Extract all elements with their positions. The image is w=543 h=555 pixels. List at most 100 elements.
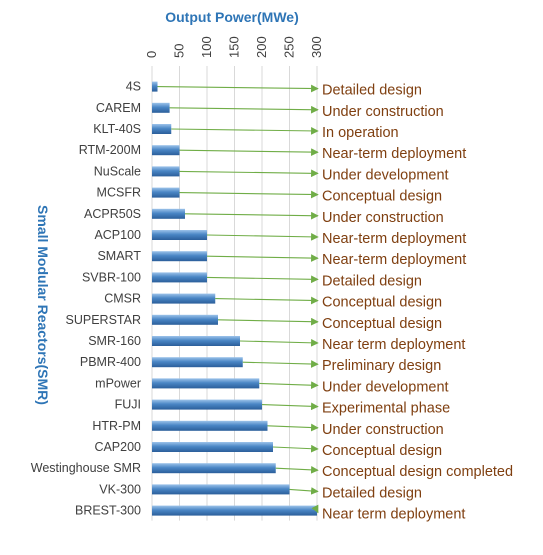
bar-layer bbox=[152, 81, 317, 516]
category-label: 4S bbox=[126, 80, 141, 94]
status-arrow bbox=[267, 423, 319, 432]
category-label: ACPR50S bbox=[84, 207, 141, 221]
status-arrow bbox=[179, 169, 319, 178]
category-label: SMART bbox=[97, 249, 141, 263]
x-tick-label: 0 bbox=[144, 51, 159, 58]
status-label: Under development bbox=[322, 379, 449, 395]
status-arrow bbox=[206, 275, 319, 284]
status-label: Conceptual design completed bbox=[322, 464, 513, 480]
bar bbox=[152, 208, 185, 219]
category-label: CAREM bbox=[96, 101, 141, 115]
status-label: Under construction bbox=[322, 210, 444, 226]
status-label: Preliminary design bbox=[322, 358, 441, 374]
status-arrow bbox=[239, 338, 319, 347]
category-label: ACP100 bbox=[94, 228, 141, 242]
status-label: In operation bbox=[322, 125, 399, 141]
category-label: CMSR bbox=[104, 292, 141, 306]
bar bbox=[152, 484, 290, 495]
status-arrow bbox=[169, 105, 319, 114]
status-label: Under construction bbox=[322, 422, 444, 438]
status-arrow bbox=[184, 211, 319, 220]
status-arrow bbox=[171, 127, 319, 135]
bar bbox=[152, 314, 218, 325]
x-tick-label: 100 bbox=[199, 36, 214, 58]
category-label: RTM-200M bbox=[79, 143, 141, 157]
bar bbox=[152, 505, 317, 516]
status-arrow bbox=[206, 233, 319, 241]
category-label: mPower bbox=[95, 376, 141, 390]
bar bbox=[152, 145, 180, 156]
x-tick-label: 250 bbox=[282, 36, 297, 58]
status-label: Near-term deployment bbox=[322, 252, 466, 268]
bar bbox=[152, 102, 170, 113]
status-arrow bbox=[272, 444, 319, 453]
category-label: BREST-300 bbox=[75, 504, 141, 518]
status-label: Detailed design bbox=[322, 273, 422, 289]
category-label: CAP200 bbox=[94, 440, 141, 454]
category-label: PBMR-400 bbox=[80, 355, 141, 369]
bar bbox=[152, 166, 180, 177]
x-tick-labels: 0 50 100 150 200 250 300 bbox=[144, 36, 324, 58]
x-tick-label: 200 bbox=[254, 36, 269, 58]
status-arrow bbox=[179, 190, 319, 199]
category-label: FUJI bbox=[115, 398, 141, 412]
category-label: SVBR-100 bbox=[82, 270, 141, 284]
status-arrow bbox=[242, 360, 319, 368]
category-label: SUPERSTAR bbox=[66, 313, 141, 327]
bar bbox=[152, 420, 268, 431]
category-label: NuScale bbox=[94, 164, 141, 178]
bar bbox=[152, 357, 243, 368]
status-label: Conceptual design bbox=[322, 443, 442, 459]
status-arrow bbox=[215, 296, 319, 305]
status-label: Conceptual design bbox=[322, 295, 442, 311]
x-tick-label: 150 bbox=[227, 36, 242, 58]
category-label: SMR-160 bbox=[88, 334, 141, 348]
category-labels: 4S CAREM KLT-40S RTM-200M NuScale MCSFR ACPR50… bbox=[31, 80, 142, 518]
bar bbox=[152, 336, 240, 346]
category-label: HTR-PM bbox=[92, 419, 141, 433]
category-label: Westinghouse SMR bbox=[31, 461, 141, 475]
status-arrow bbox=[179, 148, 319, 156]
grid-layer bbox=[151, 66, 318, 521]
status-label: Near-term deployment bbox=[322, 231, 466, 247]
status-arrows bbox=[157, 84, 319, 514]
bar bbox=[152, 272, 207, 283]
status-label: Conceptual design bbox=[322, 189, 442, 205]
status-labels: Detailed design Under construction In oper… bbox=[322, 83, 513, 523]
status-arrow bbox=[275, 466, 319, 474]
bar bbox=[152, 399, 262, 410]
bar bbox=[152, 293, 216, 304]
bar bbox=[152, 378, 260, 389]
status-arrow bbox=[311, 504, 319, 514]
status-arrow bbox=[157, 84, 319, 93]
bar bbox=[152, 463, 276, 474]
bar bbox=[152, 442, 273, 452]
status-label: Under development bbox=[322, 167, 449, 183]
bar bbox=[152, 81, 158, 92]
status-arrow bbox=[217, 317, 319, 326]
bar bbox=[152, 124, 172, 134]
status-arrow bbox=[206, 254, 319, 262]
x-tick-label: 300 bbox=[309, 36, 324, 58]
y-axis-label: Small Modular Reactors(SMR) bbox=[35, 205, 51, 405]
status-arrow bbox=[289, 487, 319, 495]
chart-title: Output Power(MWe) bbox=[165, 9, 299, 25]
status-label: Near-term deployment bbox=[322, 146, 466, 162]
category-label: VK-300 bbox=[99, 482, 141, 496]
category-label: MCSFR bbox=[97, 186, 141, 200]
status-arrow bbox=[261, 402, 319, 411]
status-label: Under construction bbox=[322, 104, 444, 120]
category-label: KLT-40S bbox=[93, 122, 141, 136]
status-label: Conceptual design bbox=[322, 316, 442, 332]
status-label: Experimental phase bbox=[322, 401, 450, 417]
bar bbox=[152, 230, 207, 240]
status-label: Detailed design bbox=[322, 83, 422, 99]
status-arrow bbox=[259, 381, 319, 390]
bar bbox=[152, 251, 207, 262]
bar bbox=[152, 187, 180, 198]
x-tick-label: 50 bbox=[172, 44, 187, 58]
status-label: Near term deployment bbox=[322, 507, 465, 523]
status-label: Detailed design bbox=[322, 485, 422, 501]
